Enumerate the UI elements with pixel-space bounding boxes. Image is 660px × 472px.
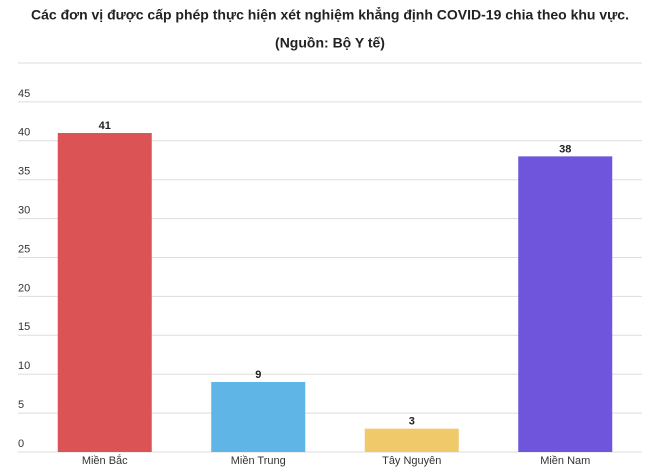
bar — [518, 156, 613, 453]
x-tick-label: Miền Trung — [231, 455, 286, 467]
y-tick-label: 20 — [18, 282, 30, 294]
bar — [211, 381, 306, 452]
x-tick-label: Tây Nguyên — [382, 455, 441, 467]
y-tick-label: 0 — [18, 438, 24, 450]
bar — [364, 428, 459, 452]
chart-subtitle: (Nguồn: Bộ Y tế) — [275, 35, 385, 51]
y-tick-label: 10 — [18, 360, 30, 372]
bar — [57, 133, 152, 452]
value-label: 38 — [559, 143, 571, 155]
y-tick-label: 30 — [18, 205, 30, 217]
value-label: 41 — [99, 120, 111, 132]
x-tick-label: Miền Nam — [540, 455, 590, 467]
y-tick-label: 25 — [18, 243, 30, 255]
y-tick-label: 45 — [18, 88, 30, 100]
y-tick-label: 15 — [18, 321, 30, 333]
value-label: 3 — [409, 416, 415, 428]
x-tick-label: Miền Bắc — [82, 454, 128, 467]
chart-title: Các đơn vị được cấp phép thực hiện xét n… — [31, 6, 629, 23]
y-tick-label: 40 — [18, 127, 30, 139]
value-label: 9 — [255, 369, 261, 381]
y-tick-label: 35 — [18, 166, 30, 178]
y-tick-label: 5 — [18, 399, 24, 411]
